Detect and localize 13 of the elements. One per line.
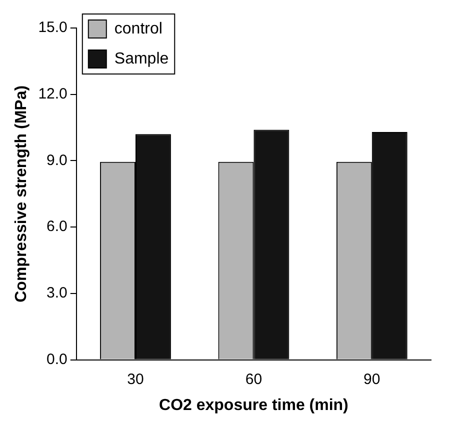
y-axis-title: Compressive strength (MPa) [13,85,30,302]
x-tick-label: 60 [245,370,262,388]
x-axis-title: CO2 exposure time (min) [159,396,348,414]
x-tick-label: 30 [127,370,144,388]
y-tick-label: 0.0 [46,350,68,368]
y-tick-label: 9.0 [46,152,68,169]
y-tick-label: 15.0 [38,19,68,36]
y-tick-label: 6.0 [46,218,68,236]
y-tick-label: 12.0 [38,86,68,102]
legend-label: control [114,20,162,38]
y-tick-label: 3.0 [46,284,68,302]
x-tick-label: 90 [364,370,380,388]
legend-label: Sample [114,50,169,68]
